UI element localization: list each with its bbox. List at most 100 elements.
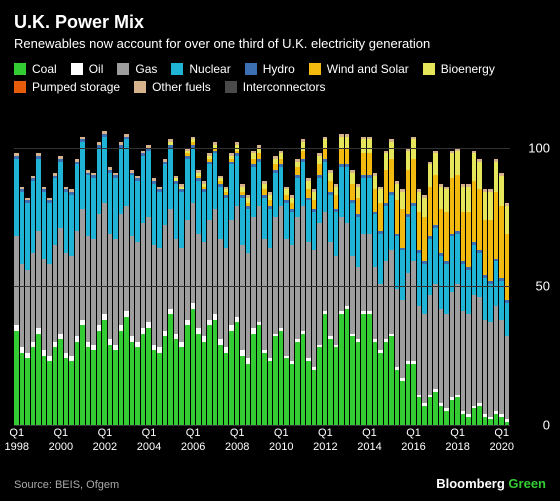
bar-segment-nuclear: [69, 195, 74, 256]
bar-segment-bioenergy: [417, 192, 422, 211]
bar: [472, 120, 477, 425]
bar-segment-nuclear: [135, 181, 140, 242]
bar-segment-gas: [334, 256, 339, 345]
bar-segment-bioenergy: [428, 164, 433, 186]
legend-swatch: [225, 81, 237, 93]
bar-segment-coal: [135, 347, 140, 425]
bar-segment-gas: [64, 253, 69, 353]
y-axis-label: 50: [536, 279, 550, 294]
bar-segment-nuclear: [505, 303, 510, 336]
bar-segment-coal: [36, 334, 41, 426]
bar: [58, 120, 63, 425]
bar-segment-nuclear: [224, 198, 229, 248]
bar-segment-coal: [384, 342, 389, 425]
bar: [439, 120, 444, 425]
bar-segment-gas: [356, 267, 361, 339]
bar-segment-gas: [185, 220, 190, 320]
bar-segment-coal: [483, 417, 488, 425]
bar: [284, 120, 289, 425]
bar-segment-wind_solar: [455, 175, 460, 230]
bar-segment-wind_solar: [395, 200, 400, 233]
bar-segment-bioenergy: [328, 173, 333, 181]
bar-segment-coal: [207, 325, 212, 425]
bar-segment-coal: [53, 347, 58, 425]
legend-swatch: [171, 63, 183, 75]
bar-segment-gas: [213, 209, 218, 314]
bar-segment-bioenergy: [306, 181, 311, 189]
bar-segment-coal: [417, 397, 422, 425]
bar-segment-nuclear: [80, 142, 85, 209]
bar-segment-gas: [224, 248, 229, 348]
bar-segment-bioenergy: [384, 153, 389, 170]
x-axis-tick: Q12006: [181, 426, 205, 455]
bar-segment-gas: [384, 261, 389, 339]
bar: [361, 120, 366, 425]
bar-segment-coal: [202, 342, 207, 425]
bar-segment-coal: [80, 325, 85, 425]
bar-segment-nuclear: [14, 159, 19, 237]
bar-segment-coal: [323, 314, 328, 425]
bar-segment-nuclear: [119, 148, 124, 215]
bar-segment-nuclear: [91, 178, 96, 239]
bar: [168, 120, 173, 425]
x-tick-quarter: Q1: [357, 426, 381, 440]
bar-segment-bioenergy: [356, 187, 361, 198]
bar-segment-coal: [124, 317, 129, 425]
bar-segment-nuclear: [207, 164, 212, 219]
legend-swatch: [71, 63, 83, 75]
bar-segment-gas: [378, 284, 383, 351]
bar-segment-nuclear: [268, 209, 273, 248]
bar-segment-coal: [406, 364, 411, 425]
bar: [64, 120, 69, 425]
bar: [196, 120, 201, 425]
legend-label: Hydro: [263, 62, 295, 76]
bar-segment-coal: [20, 353, 25, 425]
bar: [42, 120, 47, 425]
bar-segment-wind_solar: [494, 192, 499, 259]
bar-segment-coal: [395, 370, 400, 425]
bar: [36, 120, 41, 425]
bar: [323, 120, 328, 425]
bar-segment-coal: [42, 356, 47, 425]
bar-segment-wind_solar: [361, 153, 366, 175]
bar-segment-wind_solar: [350, 184, 355, 201]
bar-segment-gas: [339, 217, 344, 311]
bar-segment-nuclear: [433, 228, 438, 283]
bar-segment-nuclear: [102, 137, 107, 204]
bar-segment-gas: [58, 228, 63, 333]
bar-segment-gas: [240, 245, 245, 350]
legend-item-other: Other fuels: [134, 80, 211, 94]
bar-segment-gas: [395, 289, 400, 367]
legend-label: Gas: [135, 62, 157, 76]
bar-segment-nuclear: [113, 178, 118, 239]
bar-segment-wind_solar: [400, 209, 405, 248]
bar-segment-nuclear: [146, 151, 151, 218]
bar-segment-gas: [505, 336, 510, 419]
bar-segment-bioenergy: [406, 151, 411, 170]
bar-segment-coal: [185, 325, 190, 425]
bar-segment-coal: [472, 408, 477, 425]
bar-segment-bioenergy: [488, 192, 493, 220]
bar-segment-coal: [461, 414, 466, 425]
bar-segment-wind_solar: [439, 209, 444, 253]
bar: [295, 120, 300, 425]
bar: [317, 120, 322, 425]
bar-segment-gas: [411, 261, 416, 361]
bar: [69, 120, 74, 425]
bar-segment-wind_solar: [411, 159, 416, 203]
bar-segment-nuclear: [450, 236, 455, 291]
bar-segment-coal: [75, 342, 80, 425]
bar-segment-coal: [58, 339, 63, 425]
bar-segment-gas: [477, 297, 482, 402]
bar-segment-coal: [494, 414, 499, 425]
bar: [306, 120, 311, 425]
x-tick-year: 2002: [93, 440, 117, 454]
legend-item-nuclear: Nuclear: [171, 62, 230, 76]
bar-segment-gas: [124, 206, 129, 311]
bar-segment-wind_solar: [461, 212, 466, 262]
bar-segment-coal: [273, 336, 278, 425]
grid-line: [14, 148, 510, 149]
bar: [91, 120, 96, 425]
bar: [367, 120, 372, 425]
bar-segment-nuclear: [389, 195, 394, 250]
